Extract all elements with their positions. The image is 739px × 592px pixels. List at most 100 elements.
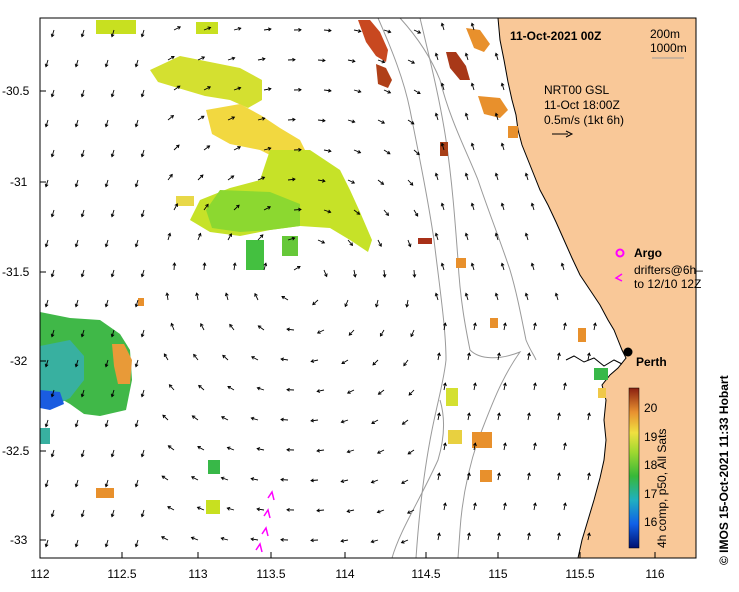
- current-vector-head: [200, 115, 205, 120]
- current-vector: [197, 115, 205, 121]
- current-vector: [503, 443, 506, 451]
- current-vector: [341, 479, 349, 483]
- current-vector: [533, 383, 536, 391]
- current-vector-head: [80, 453, 85, 458]
- current-vector: [173, 203, 178, 211]
- current-vector: [377, 509, 385, 513]
- current-vector: [503, 503, 506, 511]
- current-vector: [323, 29, 332, 32]
- current-vector-head: [401, 421, 406, 425]
- x-axis: 112 112.5 113 113.5 114 114.5 115 115.5 …: [30, 567, 664, 581]
- current-vector-head: [440, 22, 445, 27]
- current-vector: [81, 389, 85, 397]
- current-vector: [323, 89, 332, 92]
- current-vector-head: [381, 59, 386, 64]
- current-vector-head: [524, 232, 529, 237]
- current-vector: [45, 179, 49, 187]
- current-vector: [317, 179, 325, 182]
- current-vector-head: [44, 363, 49, 368]
- sst-patch: [40, 428, 50, 444]
- current-vector-head: [434, 52, 439, 57]
- argo-legend-icon: [615, 248, 625, 258]
- current-vector-head: [168, 384, 173, 388]
- current-vector-head: [250, 416, 255, 421]
- current-vector-head: [385, 212, 390, 217]
- current-vector-head: [74, 243, 79, 248]
- current-vector-head: [500, 142, 505, 147]
- colorbar-ticks: 20 19 18 17 16: [644, 401, 658, 529]
- current-vector-head: [346, 449, 351, 454]
- current-vector: [263, 147, 271, 151]
- current-vector: [135, 59, 139, 67]
- current-vector: [111, 209, 115, 217]
- current-vector-head: [440, 262, 445, 267]
- sst-patch: [578, 328, 586, 342]
- current-vector-head: [356, 211, 361, 215]
- current-vector-head: [286, 447, 290, 452]
- current-vector: [287, 119, 296, 121]
- sst-patch: [418, 238, 432, 244]
- current-vector: [227, 386, 235, 391]
- current-vector: [311, 359, 319, 362]
- current-vector-head: [259, 234, 264, 238]
- x-tick-label: 112: [30, 567, 49, 581]
- current-vector-head: [167, 506, 171, 510]
- sst-patches: [40, 20, 608, 514]
- current-vector-head: [201, 56, 206, 60]
- current-vector: [198, 385, 205, 391]
- current-vector: [467, 413, 470, 421]
- drifter-marker: [267, 490, 275, 501]
- current-vector-head: [524, 172, 529, 177]
- current-vector-head: [563, 502, 567, 507]
- current-vector-head: [170, 114, 175, 119]
- current-vector-head: [167, 232, 172, 237]
- current-vector: [471, 263, 475, 271]
- current-vector-head: [176, 144, 180, 149]
- current-vector-head: [357, 89, 362, 94]
- current-vector-head: [74, 63, 79, 68]
- current-vector: [383, 209, 389, 216]
- current-vector-head: [251, 356, 255, 360]
- current-vector: [495, 173, 499, 181]
- current-vector-head: [134, 123, 139, 128]
- current-vector-head: [163, 353, 168, 358]
- current-vector: [51, 449, 55, 457]
- current-vector-head: [310, 478, 314, 483]
- current-vector: [162, 414, 169, 421]
- current-vector-head: [351, 119, 356, 124]
- colorbar: [628, 387, 640, 549]
- current-vector: [280, 418, 289, 421]
- current-vector-head: [104, 483, 109, 488]
- current-vector-head: [407, 450, 412, 455]
- current-vector: [407, 239, 411, 247]
- current-vector-head: [250, 537, 255, 542]
- current-vector-head: [237, 146, 242, 150]
- current-vector: [465, 173, 469, 181]
- current-vector: [413, 149, 420, 155]
- current-vector: [257, 234, 264, 241]
- current-vector: [75, 539, 79, 547]
- current-vector-head: [321, 240, 326, 244]
- current-vector-head: [134, 183, 139, 188]
- sst-patch: [206, 500, 220, 514]
- current-vector: [473, 323, 476, 331]
- current-vector: [51, 329, 55, 337]
- current-vector: [51, 509, 55, 517]
- current-vector-head: [140, 33, 145, 38]
- current-vector: [435, 173, 439, 181]
- sst-patch: [508, 126, 518, 138]
- current-vector: [525, 173, 529, 181]
- current-vector-head: [80, 513, 85, 518]
- current-vector-head: [110, 213, 115, 218]
- current-vector: [503, 323, 506, 331]
- sst-patch: [282, 236, 298, 256]
- current-vector-head: [494, 292, 499, 297]
- current-vector-head: [533, 322, 537, 327]
- current-vector: [170, 323, 175, 331]
- current-vector: [281, 358, 289, 361]
- current-vector: [141, 329, 145, 337]
- current-vector: [221, 416, 229, 421]
- current-vector-head: [230, 175, 235, 179]
- credit-text: © IMOS 15-Oct-2021 11:33 Hobart: [717, 375, 731, 565]
- current-vector: [465, 233, 469, 241]
